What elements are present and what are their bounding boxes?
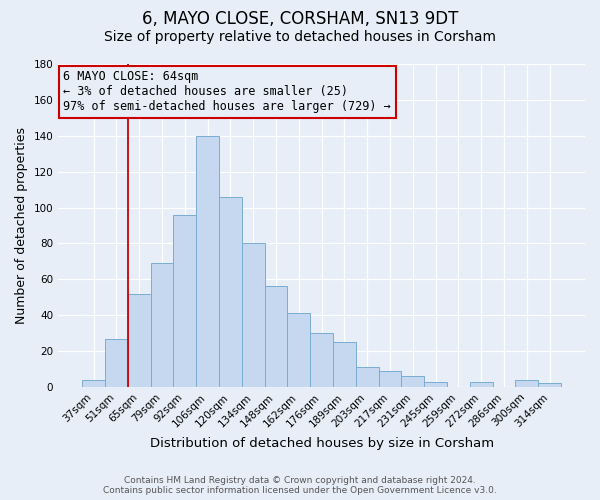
Bar xyxy=(310,333,333,387)
X-axis label: Distribution of detached houses by size in Corsham: Distribution of detached houses by size … xyxy=(149,437,494,450)
Bar xyxy=(105,338,128,387)
Text: Contains HM Land Registry data © Crown copyright and database right 2024.
Contai: Contains HM Land Registry data © Crown c… xyxy=(103,476,497,495)
Bar xyxy=(82,380,105,387)
Bar xyxy=(128,294,151,387)
Bar xyxy=(242,244,265,387)
Bar xyxy=(470,382,493,387)
Text: 6 MAYO CLOSE: 64sqm
← 3% of detached houses are smaller (25)
97% of semi-detache: 6 MAYO CLOSE: 64sqm ← 3% of detached hou… xyxy=(64,70,391,114)
Y-axis label: Number of detached properties: Number of detached properties xyxy=(15,127,28,324)
Bar xyxy=(424,382,447,387)
Bar xyxy=(333,342,356,387)
Bar xyxy=(379,371,401,387)
Bar xyxy=(196,136,219,387)
Text: Size of property relative to detached houses in Corsham: Size of property relative to detached ho… xyxy=(104,30,496,44)
Bar xyxy=(401,376,424,387)
Bar xyxy=(173,214,196,387)
Bar xyxy=(219,197,242,387)
Bar xyxy=(515,380,538,387)
Text: 6, MAYO CLOSE, CORSHAM, SN13 9DT: 6, MAYO CLOSE, CORSHAM, SN13 9DT xyxy=(142,10,458,28)
Bar xyxy=(287,314,310,387)
Bar xyxy=(151,263,173,387)
Bar xyxy=(265,286,287,387)
Bar xyxy=(356,367,379,387)
Bar xyxy=(538,384,561,387)
